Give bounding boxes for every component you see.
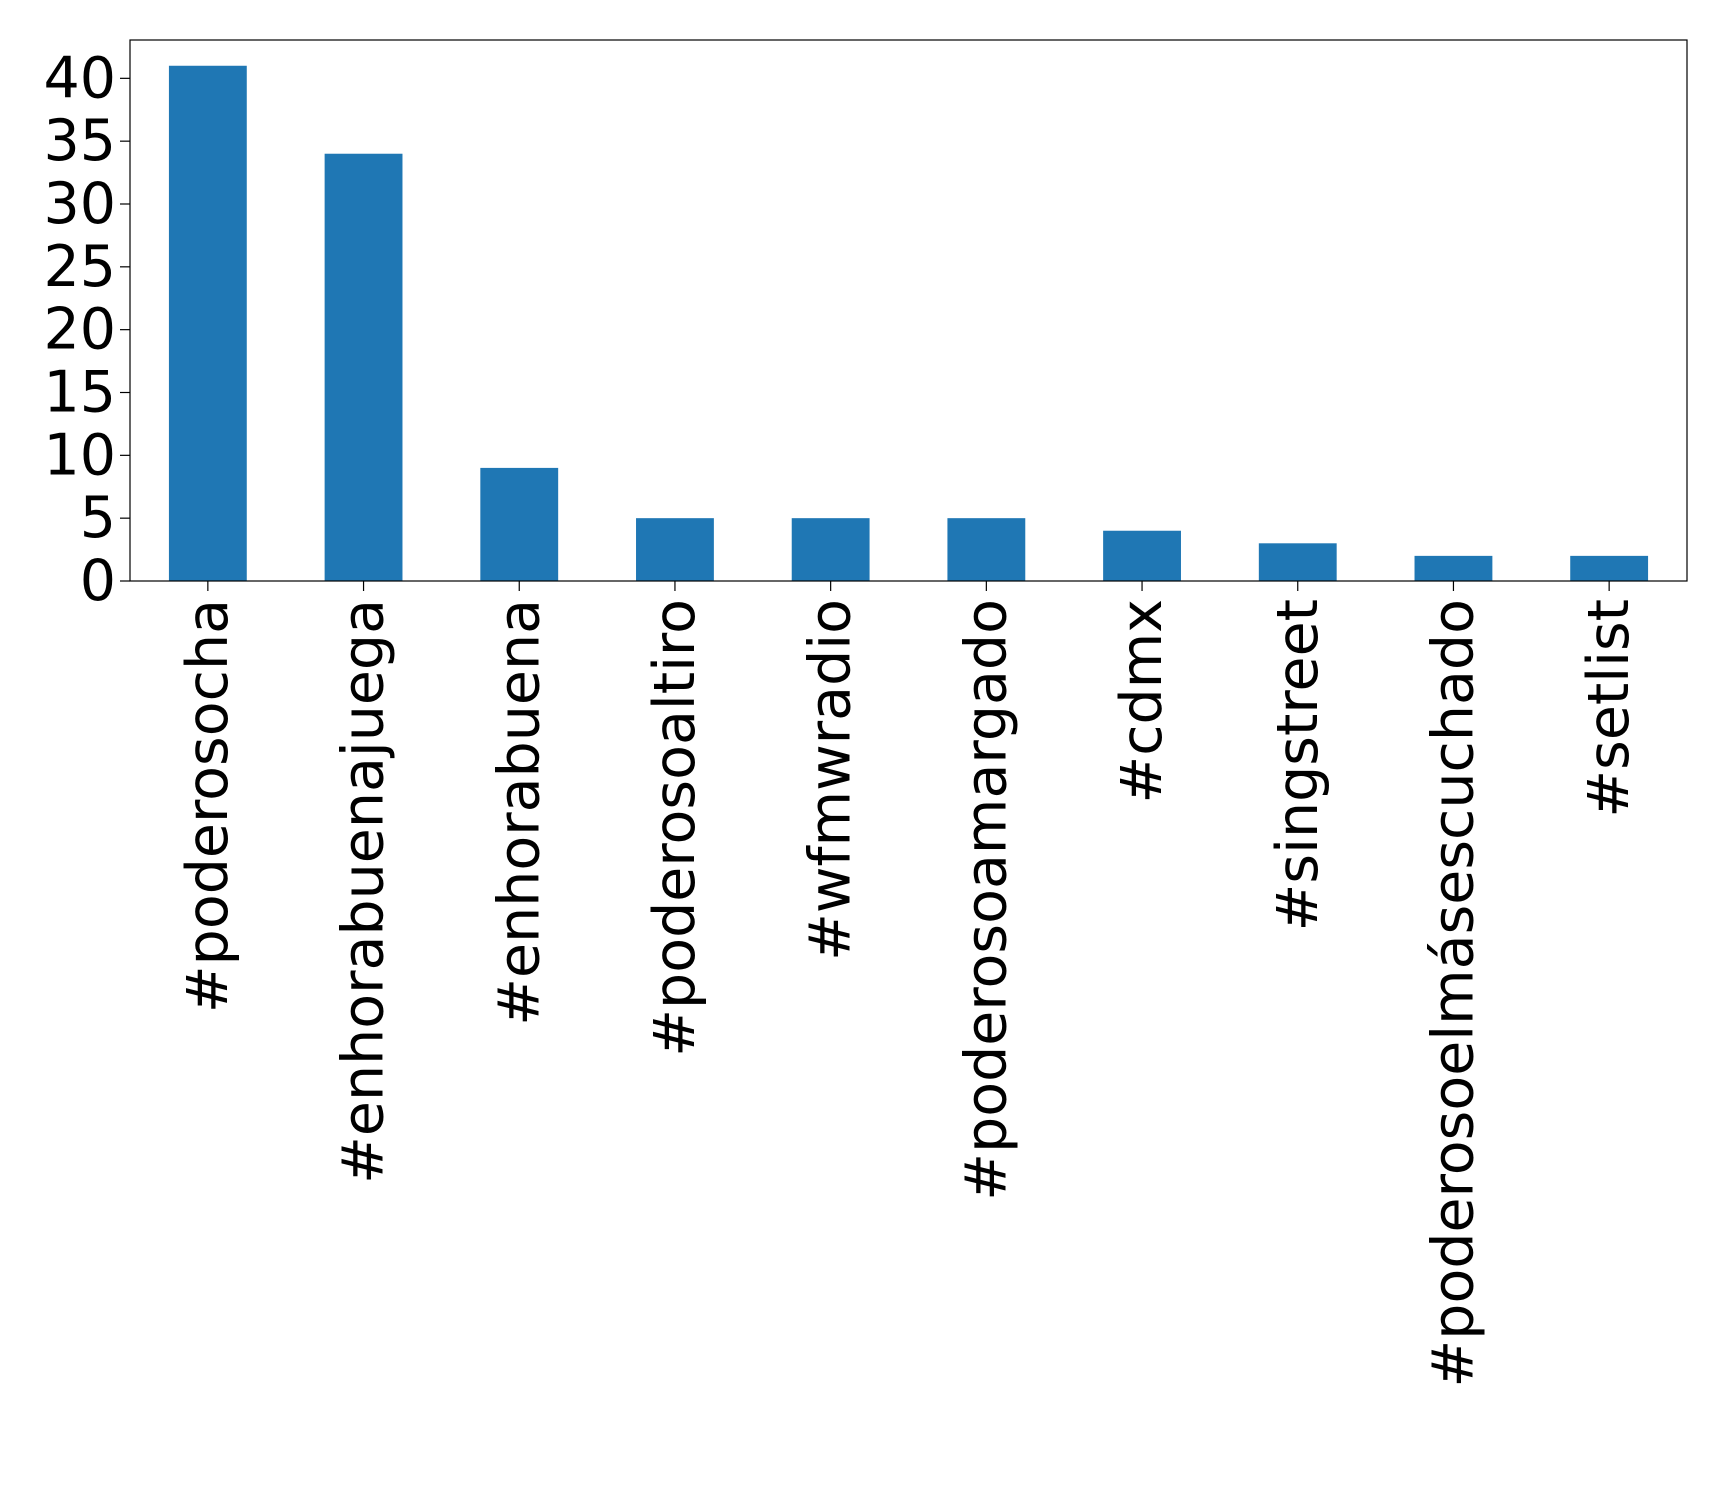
x-tick-label: #setlist xyxy=(1576,599,1642,818)
x-tick-label: #poderosoamargado xyxy=(953,599,1019,1201)
y-tick-label: 35 xyxy=(43,108,116,174)
x-tick-label: #wfmwradio xyxy=(798,599,864,961)
x-tick-label: #cdmx xyxy=(1109,599,1175,804)
bar xyxy=(947,518,1026,581)
y-tick-label: 25 xyxy=(43,234,116,300)
bar xyxy=(1103,530,1181,581)
bar xyxy=(480,467,559,581)
y-tick-label: 20 xyxy=(43,297,116,363)
y-tick-label: 5 xyxy=(80,485,116,551)
bar xyxy=(791,518,870,581)
bar xyxy=(636,518,714,581)
bar xyxy=(1414,555,1493,581)
x-tick-label: #poderosocha xyxy=(175,599,241,1013)
y-tick-label: 0 xyxy=(80,548,116,614)
bar xyxy=(1570,555,1649,581)
y-tick-label: 10 xyxy=(43,422,116,488)
plot-frame xyxy=(129,39,1688,582)
x-tick-label: #poderosoaltiro xyxy=(642,599,708,1057)
x-tick-label: #poderosoelmásescuchado xyxy=(1420,599,1486,1387)
y-tick-label: 40 xyxy=(43,45,116,111)
bar xyxy=(168,65,247,581)
x-tick-label: #singstreet xyxy=(1265,599,1331,931)
y-tick-label: 30 xyxy=(43,171,116,237)
bar xyxy=(324,153,403,582)
bar xyxy=(1258,543,1337,581)
y-tick-label: 15 xyxy=(43,359,116,425)
x-tick-label: #enhorabuena xyxy=(486,599,552,1026)
x-tick-label: #enhorabuenajuega xyxy=(331,599,397,1184)
